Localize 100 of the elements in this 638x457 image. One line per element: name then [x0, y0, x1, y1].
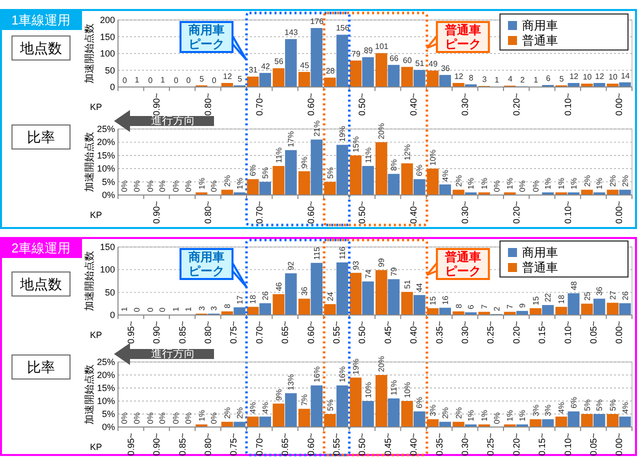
annotation: 普通車ピーク — [444, 23, 481, 51]
x-tick-label: 0.55~ — [331, 321, 342, 344]
data-label: 10 — [608, 72, 618, 82]
data-label: 56 — [274, 57, 284, 66]
data-label: 6 — [466, 304, 476, 310]
x-tick-label: 0.30~ — [460, 201, 470, 224]
x-tick-label: 0.10~ — [562, 201, 573, 224]
data-label: 79 — [352, 50, 361, 59]
data-label: 93 — [351, 260, 360, 270]
data-label: 42 — [261, 62, 271, 71]
x-tick-label: 0.15~ — [537, 321, 548, 344]
x-tick-label: 0.80~ — [202, 433, 213, 456]
data-label: 12 — [595, 72, 605, 81]
data-label: 31 — [248, 66, 258, 75]
data-label: 6% — [415, 164, 424, 176]
x-axis-title: KP — [90, 330, 102, 340]
data-label: 26 — [261, 290, 270, 300]
data-label: 12 — [569, 72, 579, 81]
data-label: 9% — [300, 156, 310, 168]
data-label: 1 — [120, 306, 130, 312]
x-tick-label: 0.60~ — [306, 321, 316, 344]
x-tick-label: 0.70~ — [254, 201, 264, 224]
y-tick-label: 150 — [100, 32, 115, 42]
data-label: 0% — [172, 412, 181, 424]
x-tick-label: 0.85~ — [177, 433, 188, 456]
data-label: 3 — [210, 306, 219, 311]
x-tick-label: 0.00~ — [614, 93, 624, 116]
x-tick-label: 0.40~ — [408, 93, 419, 116]
data-label: 2% — [235, 407, 244, 419]
x-tick-label: 0.20~ — [511, 93, 522, 116]
data-label: 4 — [508, 74, 513, 84]
data-label: 11% — [390, 380, 399, 396]
data-label: 51 — [402, 279, 412, 289]
data-label: 19% — [338, 126, 348, 142]
x-tick-label: 0.50~ — [357, 201, 368, 224]
x-tick-label: 0.80~ — [202, 93, 213, 116]
data-label: 9% — [274, 389, 284, 401]
legend-label: 商用車 — [522, 246, 558, 260]
y-tick-label: 10% — [96, 396, 115, 406]
data-label: 7 — [506, 304, 515, 309]
x-tick-label: 0.15~ — [537, 433, 548, 456]
y-tick-label: 50 — [104, 65, 115, 76]
x-tick-label: 0.50~ — [357, 433, 368, 456]
data-label: 2% — [608, 175, 618, 187]
x-tick-label: 0.10~ — [562, 433, 573, 456]
y-tick-label: 15% — [96, 383, 115, 393]
data-label: 0% — [492, 180, 502, 192]
legend-label: 普通車 — [522, 260, 558, 274]
y-tick-label: 100 — [100, 264, 115, 275]
y-tick-label: 15% — [96, 150, 115, 160]
data-label: 1% — [197, 178, 206, 190]
data-label: 1% — [480, 410, 489, 422]
data-label: 15 — [428, 296, 438, 306]
data-label: 0% — [146, 180, 155, 192]
data-label: 10% — [364, 382, 373, 398]
data-label: 8 — [454, 303, 464, 308]
annotation: 普通車ピーク — [444, 250, 481, 278]
data-label: 20% — [377, 356, 386, 372]
x-tick-label: 0.40~ — [408, 433, 419, 456]
x-axis-title: KP — [90, 442, 102, 452]
data-label: 20% — [377, 123, 386, 140]
data-label: 1 — [184, 306, 193, 312]
data-label: 99 — [377, 258, 386, 268]
data-label: 0% — [132, 180, 142, 192]
x-tick-label: 0.75~ — [228, 433, 239, 456]
chart-title: 1車線運用 — [11, 12, 71, 28]
data-label: 3% — [428, 404, 438, 416]
data-label: 2% — [222, 407, 232, 419]
data-label: 25 — [582, 291, 592, 301]
y-tick-label: 100 — [100, 48, 115, 58]
data-label: 92 — [286, 260, 296, 270]
x-tick-label: 0.35~ — [434, 433, 444, 456]
data-label: 49 — [428, 60, 438, 69]
data-label: 0% — [120, 412, 130, 424]
data-label: 7 — [480, 304, 489, 309]
x-tick-label: 0.30~ — [460, 93, 470, 116]
y-axis-title: 加速開始点数 — [84, 24, 96, 84]
y-tick-label: 25% — [96, 357, 115, 367]
data-label: 1% — [569, 178, 578, 190]
data-label: 0 — [132, 307, 142, 312]
y-tick-label: 20% — [96, 370, 115, 380]
x-tick-label: 0.20~ — [511, 321, 522, 344]
data-label: 2% — [454, 407, 464, 419]
data-label: 6% — [569, 396, 578, 408]
x-tick-label: 0.40~ — [408, 321, 419, 344]
x-tick-label: 0.90~ — [152, 201, 162, 224]
data-label: 22 — [544, 292, 553, 302]
x-tick-label: 0.60~ — [306, 201, 316, 224]
y-tick-label: 5% — [102, 409, 115, 419]
x-tick-label: 0.60~ — [306, 93, 316, 116]
data-label: 1 — [134, 76, 140, 85]
chart-subtitle: 比率 — [27, 129, 55, 145]
data-label: 1% — [480, 178, 489, 190]
data-label: 0% — [146, 412, 155, 424]
data-label: 1% — [506, 178, 515, 190]
data-label: 24 — [326, 292, 335, 302]
x-tick-label: 0.65~ — [280, 321, 290, 344]
data-label: 5 — [200, 74, 205, 84]
legend-label: 商用車 — [522, 18, 558, 32]
x-tick-label: 0.00~ — [614, 433, 624, 456]
